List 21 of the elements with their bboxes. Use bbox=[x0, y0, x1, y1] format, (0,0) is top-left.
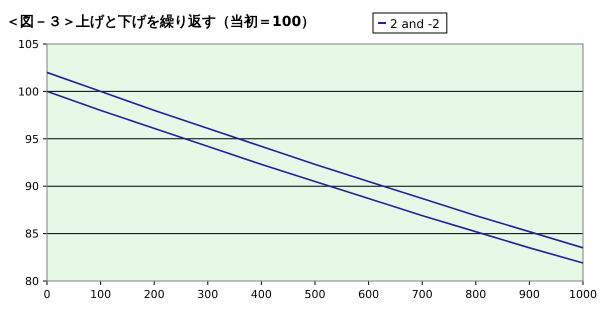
x-tick-label: 300 bbox=[197, 288, 218, 301]
y-tick-label: 90 bbox=[25, 180, 39, 194]
x-tick-label: 600 bbox=[358, 288, 380, 301]
x-tick-label: 0 bbox=[44, 288, 50, 301]
x-tick-label: 800 bbox=[465, 288, 486, 301]
x-tick-label: 500 bbox=[304, 288, 326, 301]
line-series bbox=[46, 90, 584, 264]
y-tick-label: 95 bbox=[25, 132, 39, 146]
x-tick-label: 1000 bbox=[569, 288, 597, 301]
line-series bbox=[46, 72, 584, 249]
y-tick-label: 85 bbox=[25, 228, 39, 241]
y-tick-label: 105 bbox=[18, 38, 39, 51]
x-tick-label: 700 bbox=[412, 288, 433, 301]
x-tick-label: 100 bbox=[90, 288, 112, 301]
x-tick-label: 200 bbox=[144, 288, 165, 301]
x-tick-label: 900 bbox=[518, 288, 540, 301]
x-tick-label: 400 bbox=[250, 288, 272, 301]
legend-label: 2 and -2 bbox=[390, 17, 440, 31]
y-tick-label: 80 bbox=[25, 275, 39, 288]
y-tick-label: 100 bbox=[18, 85, 39, 98]
chart-title: ＜図－３＞上げと下げを繰り返す（当初＝100） bbox=[6, 13, 316, 30]
